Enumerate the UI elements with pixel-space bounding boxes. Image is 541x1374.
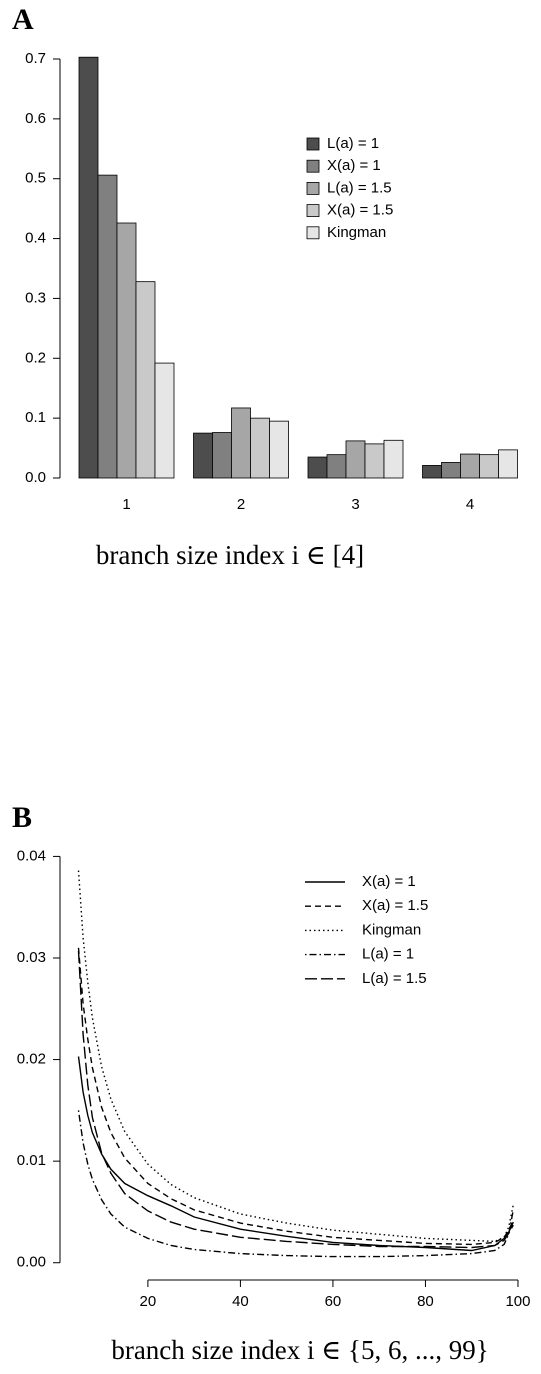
y-tick-label: 0.02: [17, 1051, 46, 1068]
legend-label: L(a) = 1: [327, 135, 379, 152]
x-tick-label: 60: [325, 1293, 342, 1310]
x-tick-label: 1: [122, 496, 130, 513]
bar: [231, 407, 251, 479]
y-tick-label: 0.2: [25, 349, 46, 366]
bar: [422, 465, 442, 479]
legend-label: Kingman: [362, 921, 421, 938]
line: [77, 947, 514, 1246]
x-tick-label: 20: [140, 1293, 157, 1310]
bar: [135, 281, 156, 479]
bar: [441, 462, 461, 479]
bar: [460, 453, 480, 479]
bar: [97, 174, 118, 479]
legend-swatch: [306, 181, 320, 195]
y-tick-label: 0.7: [25, 50, 46, 67]
y-tick-label: 0.3: [25, 289, 46, 306]
legend-label: X(a) = 1: [327, 157, 381, 174]
y-tick-label: 0.0: [25, 469, 46, 486]
legend-swatch: [306, 159, 320, 173]
line: [77, 870, 514, 1243]
bar: [154, 362, 175, 479]
y-tick-label: 0.6: [25, 110, 46, 127]
y-tick-label: 0.5: [25, 170, 46, 187]
bar: [345, 440, 366, 479]
bar: [250, 417, 270, 479]
panel-title: B: [12, 801, 32, 834]
y-tick-label: 0.01: [17, 1152, 46, 1169]
legend-label: L(a) = 1.5: [362, 970, 427, 987]
y-tick-label: 0.1: [25, 409, 46, 426]
bar: [326, 454, 347, 479]
bar: [498, 449, 518, 479]
legend-swatch: [306, 137, 320, 151]
legend-label: L(a) = 1: [362, 946, 414, 963]
line: [77, 1110, 514, 1258]
line: [77, 1056, 514, 1252]
bar: [78, 56, 99, 479]
bar: [383, 439, 404, 479]
x-tick-label: 3: [351, 496, 359, 513]
y-tick-label: 0.04: [17, 847, 46, 864]
line: [77, 950, 514, 1249]
bar: [193, 432, 213, 479]
x-tick-label: 4: [466, 496, 474, 513]
x-tick-label: 2: [237, 496, 245, 513]
legend-label: X(a) = 1: [362, 873, 416, 890]
x-tick-label: 100: [505, 1293, 530, 1310]
legend-label: X(a) = 1.5: [327, 202, 393, 219]
legend-swatch: [306, 226, 320, 240]
bar: [116, 222, 137, 479]
legend-label: L(a) = 1.5: [327, 179, 392, 196]
bar: [364, 443, 385, 479]
legend-swatch: [306, 204, 320, 218]
bar: [479, 454, 499, 479]
bar: [212, 432, 232, 479]
y-tick-label: 0.00: [17, 1254, 46, 1271]
x-tick-label: 80: [417, 1293, 434, 1310]
x-axis-label: branch size index i ∈ {5, 6, ..., 99}: [111, 1335, 488, 1365]
x-axis-label: branch size index i ∈ [4]: [96, 540, 364, 570]
panel-title: A: [12, 3, 34, 36]
y-tick-label: 0.4: [25, 230, 46, 247]
bar: [269, 420, 289, 479]
legend-label: X(a) = 1.5: [362, 897, 428, 914]
bar: [307, 456, 328, 479]
y-tick-label: 0.03: [17, 949, 46, 966]
x-tick-label: 40: [232, 1293, 249, 1310]
legend-label: Kingman: [327, 224, 386, 241]
